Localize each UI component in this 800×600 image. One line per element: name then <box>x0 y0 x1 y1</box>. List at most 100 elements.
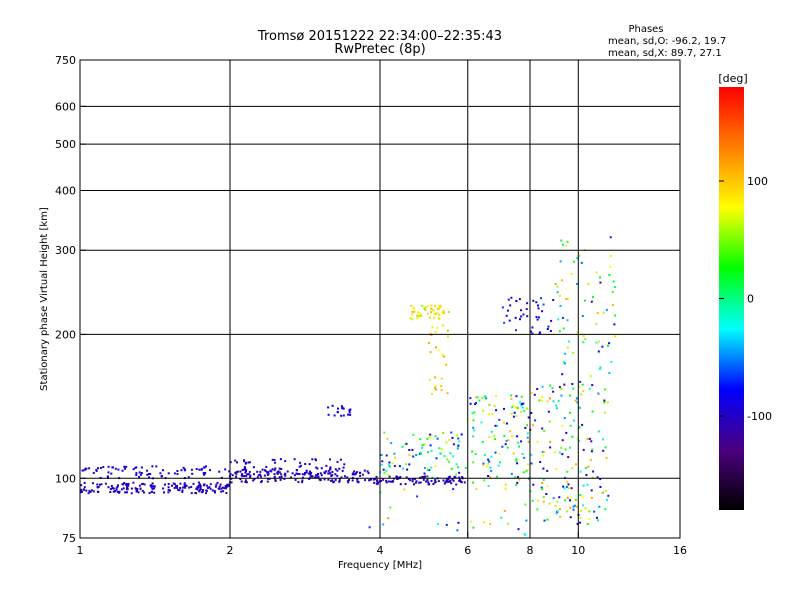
data-point <box>173 487 176 489</box>
data-point <box>576 401 579 404</box>
data-point <box>526 424 529 427</box>
data-point <box>566 510 569 513</box>
data-point <box>284 474 287 477</box>
data-point <box>593 510 596 513</box>
data-point <box>377 481 379 484</box>
data-point <box>579 521 582 524</box>
data-point <box>558 451 561 454</box>
data-point <box>557 318 560 321</box>
data-point <box>426 437 429 440</box>
data-point <box>415 454 418 456</box>
data-point <box>298 465 301 468</box>
data-point <box>428 469 431 472</box>
data-point <box>412 455 415 458</box>
data-point <box>575 505 578 508</box>
data-point <box>260 475 262 478</box>
data-point <box>164 483 166 486</box>
data-point <box>239 478 242 481</box>
data-point <box>428 483 431 485</box>
data-point <box>107 471 110 474</box>
data-point <box>143 491 145 494</box>
data-point <box>516 406 519 409</box>
data-point <box>476 396 479 399</box>
data-point <box>566 297 569 300</box>
data-point <box>443 455 446 458</box>
data-point <box>217 487 220 490</box>
data-point <box>112 466 114 469</box>
data-point <box>582 504 584 507</box>
data-point <box>429 444 432 447</box>
data-point <box>434 376 436 379</box>
data-point <box>222 490 225 493</box>
data-point <box>445 477 448 480</box>
data-point <box>181 486 184 489</box>
data-point <box>572 508 575 511</box>
data-point <box>602 449 605 452</box>
data-point <box>531 332 534 335</box>
y-tick-label: 100 <box>55 472 76 485</box>
data-point <box>578 440 580 442</box>
data-point <box>458 476 461 479</box>
data-point <box>256 470 259 473</box>
data-point <box>548 502 551 505</box>
data-point <box>563 383 566 386</box>
data-point <box>558 508 561 511</box>
data-point <box>135 466 138 469</box>
data-point <box>431 326 434 328</box>
data-point <box>436 437 439 440</box>
data-point <box>588 510 591 513</box>
data-point <box>241 473 244 476</box>
data-point <box>209 483 212 486</box>
data-point <box>97 485 100 488</box>
data-point <box>474 403 477 406</box>
data-point <box>441 311 444 314</box>
data-point <box>582 484 585 487</box>
data-point <box>409 317 412 320</box>
data-point <box>527 440 530 443</box>
data-point <box>452 488 455 491</box>
data-point <box>579 406 582 409</box>
data-point <box>591 476 594 479</box>
data-point <box>427 481 430 484</box>
data-point <box>167 488 170 491</box>
data-point <box>508 319 511 322</box>
data-point <box>80 484 83 487</box>
data-point <box>555 468 558 471</box>
data-point <box>173 472 176 475</box>
data-point <box>151 465 154 468</box>
data-point <box>209 487 212 490</box>
data-point <box>445 523 448 526</box>
data-point <box>340 476 343 479</box>
data-point <box>456 529 459 532</box>
data-point <box>353 473 356 476</box>
data-point <box>309 476 312 479</box>
data-point <box>234 459 237 462</box>
data-point <box>536 508 539 511</box>
data-point <box>440 448 443 451</box>
data-point <box>100 483 103 486</box>
phases-o-stats: mean, sd,O: -96.2, 19.7 <box>608 36 726 47</box>
data-point <box>174 485 177 488</box>
data-point <box>122 487 125 490</box>
data-point <box>241 468 244 471</box>
data-point <box>554 505 557 507</box>
data-point <box>383 431 386 434</box>
data-point <box>597 519 599 522</box>
data-point <box>347 481 350 484</box>
x-tick-label: 2 <box>227 544 234 557</box>
data-point <box>515 329 517 332</box>
data-point <box>421 476 424 479</box>
data-point <box>191 472 194 475</box>
data-point <box>126 484 129 487</box>
data-point <box>598 340 600 343</box>
data-point <box>99 467 102 469</box>
data-point <box>434 480 437 483</box>
data-point <box>543 450 546 453</box>
data-point <box>273 459 276 461</box>
data-point <box>472 461 475 464</box>
data-point <box>151 482 154 485</box>
data-point <box>614 335 617 338</box>
data-point <box>187 476 190 479</box>
data-point <box>414 481 417 484</box>
data-point <box>472 481 475 484</box>
